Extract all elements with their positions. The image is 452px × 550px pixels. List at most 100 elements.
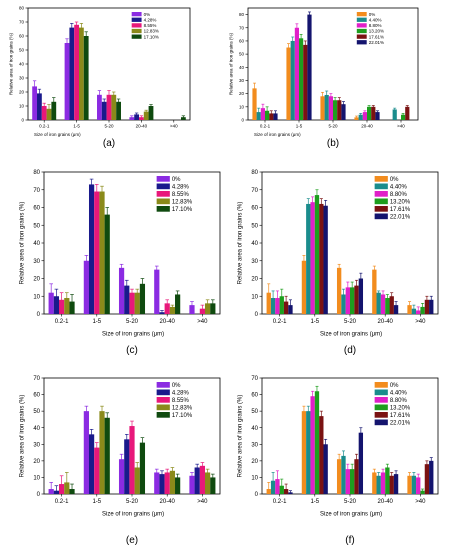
- y-tick-label: 10: [251, 294, 258, 300]
- y-tick-label: 80: [239, 12, 245, 17]
- bar: [94, 191, 100, 314]
- panel-caption: (e): [126, 535, 138, 546]
- bar: [323, 205, 328, 314]
- y-tick-label: 50: [239, 52, 245, 57]
- y-tick-label: 20: [251, 277, 258, 283]
- bar: [129, 292, 135, 314]
- bar: [69, 27, 75, 121]
- bar: [429, 460, 434, 494]
- bar: [164, 303, 170, 314]
- legend-label: 8.55%: [172, 398, 190, 404]
- y-tick-label: 60: [33, 206, 40, 212]
- y-tick-label: 0: [37, 492, 41, 498]
- legend-swatch: [156, 412, 170, 418]
- x-tick-label: 1-5: [310, 499, 319, 505]
- x-tick-label: 1-5: [73, 124, 80, 129]
- bar: [134, 292, 140, 314]
- bar: [139, 442, 146, 494]
- chart-panel-c: 0 10 20 30 40 50 60 70 80 0.2-1 1-5 5-20 20-40 >40 0% 4…: [20, 170, 221, 356]
- bar: [32, 86, 38, 120]
- bar: [380, 472, 386, 494]
- bar: [323, 444, 328, 494]
- legend-label: 0%: [172, 177, 181, 183]
- bar: [101, 101, 107, 120]
- bar: [205, 472, 211, 494]
- legend-label: 13.20%: [390, 200, 411, 206]
- bar: [78, 27, 84, 121]
- y-tick-label: 60: [251, 206, 258, 212]
- bar: [328, 96, 333, 120]
- y-tick-label: 50: [33, 223, 40, 229]
- bar: [275, 298, 280, 314]
- bar: [124, 285, 130, 314]
- y-tick-label: 30: [19, 76, 25, 81]
- bar: [301, 260, 307, 314]
- legend-swatch: [356, 12, 367, 17]
- legend-label: 4.28%: [172, 185, 190, 191]
- bar: [189, 305, 195, 314]
- legend-swatch: [374, 419, 388, 426]
- x-tick-label: 5-20: [104, 124, 114, 129]
- panel-caption: (b): [327, 138, 339, 149]
- x-axis-label: Size of iron grains (μm): [320, 512, 382, 518]
- bar: [148, 106, 154, 120]
- bar: [375, 112, 380, 120]
- x-tick-label: 20-40: [378, 319, 394, 325]
- bar: [51, 101, 57, 120]
- y-axis-label: Relative area of iron grains (%): [20, 395, 26, 478]
- legend-swatch: [131, 34, 142, 39]
- bar: [310, 396, 315, 494]
- legend-swatch: [356, 28, 367, 34]
- x-tick-label: 20-40: [136, 124, 148, 129]
- bar: [306, 203, 311, 314]
- y-axis-label: Relative area of iron grains (%): [229, 32, 234, 95]
- bar: [210, 303, 216, 314]
- y-tick-label: 60: [251, 393, 258, 399]
- bar: [362, 112, 367, 120]
- bar: [307, 14, 312, 121]
- legend-swatch: [131, 23, 142, 28]
- legend-label: 22.01%: [369, 40, 384, 45]
- x-tick-label: >40: [170, 124, 178, 129]
- bar: [205, 303, 211, 314]
- bar: [314, 391, 320, 494]
- y-tick-label: 60: [33, 393, 40, 399]
- legend-swatch: [156, 176, 170, 182]
- legend-label: 17.61%: [390, 207, 411, 213]
- bar: [194, 467, 200, 494]
- y-tick-label: 0: [37, 312, 41, 318]
- y-tick-label: 0: [255, 492, 259, 498]
- y-tick-label: 80: [251, 170, 258, 176]
- x-tick-label: 1-5: [92, 499, 101, 505]
- legend-swatch: [356, 23, 367, 28]
- legend-swatch: [131, 17, 142, 22]
- y-tick-label: 70: [251, 376, 258, 382]
- x-tick-label: 0.2-1: [55, 499, 69, 505]
- bar: [407, 475, 412, 494]
- panel-caption: (d): [344, 345, 356, 356]
- legend-swatch: [156, 198, 170, 205]
- bar: [64, 43, 70, 120]
- legend-label: 8.80%: [390, 398, 408, 404]
- bar: [99, 191, 105, 314]
- bar: [129, 426, 135, 494]
- bar: [354, 117, 359, 120]
- y-tick-label: 10: [33, 294, 40, 300]
- bar: [139, 283, 146, 314]
- bar: [283, 301, 289, 314]
- x-tick-label: 20-40: [361, 124, 373, 129]
- y-tick-label: 20: [33, 459, 40, 465]
- bar: [169, 470, 176, 494]
- bar: [333, 100, 338, 120]
- legend-label: 12.83%: [144, 29, 159, 34]
- legend-label: 22.01%: [390, 215, 411, 221]
- y-tick-label: 0: [255, 312, 259, 318]
- bar: [175, 294, 181, 314]
- y-tick-label: 60: [239, 39, 245, 44]
- bar: [266, 292, 271, 314]
- legend-swatch: [374, 412, 388, 418]
- y-tick-label: 40: [239, 65, 245, 70]
- x-tick-label: >40: [197, 499, 208, 505]
- bar: [118, 267, 125, 314]
- bar: [354, 285, 359, 314]
